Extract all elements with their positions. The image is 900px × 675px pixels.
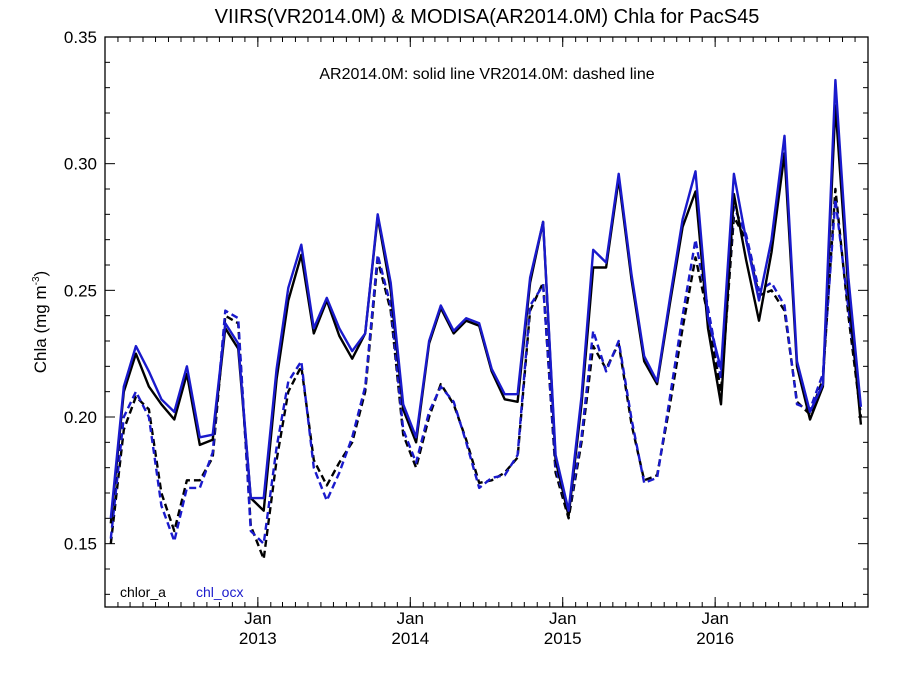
chart-title: VIIRS(VR2014.0M) & MODISA(AR2014.0M) Chl… bbox=[215, 6, 760, 28]
series-line-chl-ocx-solid bbox=[109, 78, 863, 519]
x-tick-label-month: Jan bbox=[701, 609, 728, 628]
legend-chlor-a: chlor_a bbox=[120, 584, 166, 600]
x-tick-label-year: 2016 bbox=[696, 629, 734, 648]
line-style-annotation: AR2014.0M: solid line VR2014.0M: dashed … bbox=[319, 66, 654, 83]
tick-marks bbox=[104, 36, 868, 607]
y-tick-label: 0.25 bbox=[64, 281, 97, 300]
x-tick-label-month: Jan bbox=[549, 609, 576, 628]
y-axis-label-superscript: -3 bbox=[31, 276, 42, 285]
x-tick-label-month: Jan bbox=[244, 609, 271, 628]
legend: chlor_a chl_ocx bbox=[120, 584, 243, 600]
y-tick-label: 0.30 bbox=[64, 155, 97, 174]
plot-frame bbox=[104, 36, 869, 608]
y-axis-label: Chla (mg m-3) bbox=[31, 271, 50, 373]
series-line-chlor-a-dashed bbox=[109, 187, 863, 561]
y-tick-label: 0.20 bbox=[64, 408, 97, 427]
y-axis-label-close: ) bbox=[31, 271, 50, 277]
x-tick-label-year: 2013 bbox=[239, 629, 277, 648]
y-axis-label-main: Chla (mg m bbox=[31, 285, 50, 373]
series-lines bbox=[109, 78, 863, 561]
x-tick-label-year: 2014 bbox=[391, 629, 429, 648]
series-line-chl-ocx-dashed bbox=[109, 197, 863, 545]
y-tick-labels: 0.15 0.20 0.25 0.30 0.35 bbox=[64, 28, 97, 554]
legend-chl-ocx: chl_ocx bbox=[196, 584, 243, 600]
x-tick-label-month: Jan bbox=[397, 609, 424, 628]
y-tick-label: 0.15 bbox=[64, 535, 97, 554]
y-tick-label: 0.35 bbox=[64, 28, 97, 47]
series-line-chlor-a-solid bbox=[109, 104, 863, 524]
x-tick-label-year: 2015 bbox=[544, 629, 582, 648]
